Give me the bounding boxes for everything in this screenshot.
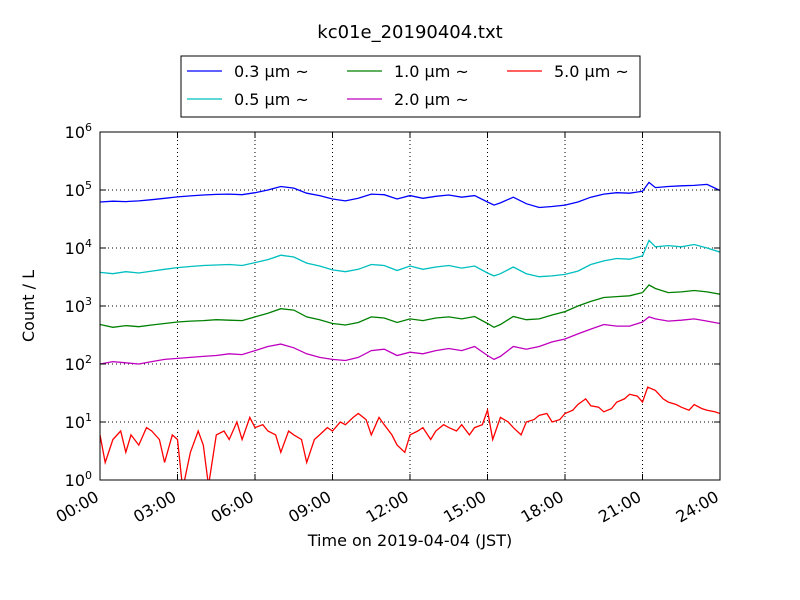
legend-label-0: 0.3 μm ~ [234,62,309,81]
y-tick-exponent: 4 [85,237,92,250]
series-line-2 [100,284,720,329]
y-tick-base: 10 [65,355,85,374]
y-tick-exponent: 5 [85,179,92,192]
x-tick-label: 24:00 [673,487,722,527]
y-tick-label: 102 [65,353,92,374]
y-tick-base: 10 [65,297,85,316]
x-tick-label: 00:00 [53,487,102,527]
legend-label-2: 1.0 μm ~ [394,62,469,81]
series-line-1 [100,239,720,278]
y-tick-exponent: 0 [85,469,92,482]
legend: 0.3 μm ~ 0.5 μm ~ 1.0 μm ~ 2.0 μm ~ 5.0 μm ~ [180,55,641,118]
grid [100,132,720,480]
y-tick-exponent: 2 [85,353,92,366]
y-tick-base: 10 [65,471,85,490]
x-tick-label: 15:00 [440,487,489,527]
y-tick-exponent: 3 [85,295,92,308]
legend-box [180,55,641,118]
y-tick-label: 104 [65,237,92,258]
y-tick-label: 105 [65,179,92,200]
x-tick-label: 09:00 [285,487,334,527]
series-layer [100,181,720,480]
x-tick-label: 12:00 [363,487,412,527]
y-tick-base: 10 [65,239,85,258]
y-tick-base: 10 [65,181,85,200]
x-tick-label: 18:00 [518,487,567,527]
legend-label-4: 5.0 μm ~ [554,62,629,81]
y-tick-label: 100 [65,469,92,490]
y-tick-exponent: 1 [85,411,92,424]
y-tick-exponent: 6 [85,121,92,134]
y-tick-base: 10 [65,413,85,432]
y-tick-label: 101 [65,411,92,432]
y-tick-label: 103 [65,295,92,316]
series-line-4 [100,386,720,480]
x-tick-label: 06:00 [208,487,257,527]
y-axis-label: Count / L [19,270,38,342]
x-tick-label: 21:00 [595,487,644,527]
x-axis-label: Time on 2019-04-04 (JST) [307,531,512,550]
x-tick-label: 03:00 [130,487,179,527]
y-tick-base: 10 [65,123,85,142]
legend-label-1: 0.5 μm ~ [234,90,309,109]
legend-label-3: 2.0 μm ~ [394,90,469,109]
series-line-0 [100,181,720,209]
x-axis: 00:00 03:00 06:00 09:00 12:00 15:00 18:00 21:00… [53,132,722,527]
chart-title: kc01e_20190404.txt [317,22,502,43]
y-tick-label: 106 [65,121,92,142]
series-line-3 [100,316,720,365]
